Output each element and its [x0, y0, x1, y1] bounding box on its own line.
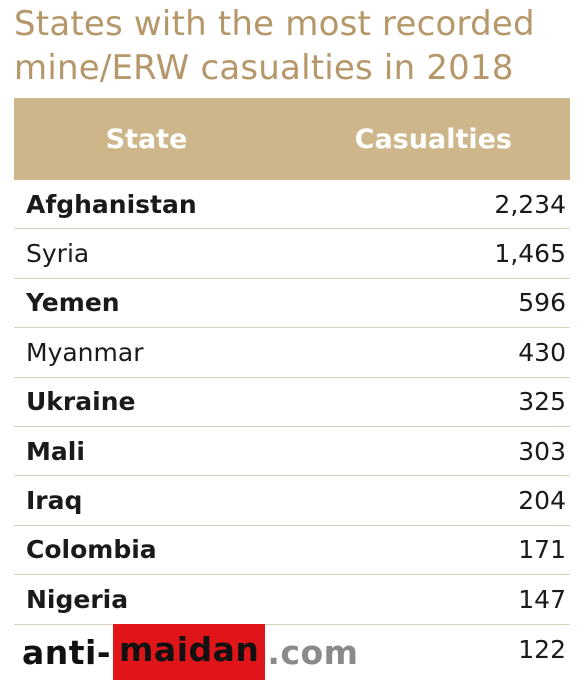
table-row: 122: [14, 625, 570, 674]
column-header-casualties: Casualties: [354, 123, 512, 155]
casualties-cell: 596: [518, 288, 566, 318]
casualties-cell: 147: [518, 584, 566, 614]
casualties-cell: 122: [518, 634, 566, 664]
casualties-cell: 171: [518, 535, 566, 565]
state-cell: Colombia: [26, 535, 157, 565]
table-row: Yemen 596: [14, 279, 570, 329]
table-row: Ukraine 325: [14, 378, 570, 427]
table-row: Myanmar 430: [14, 328, 570, 378]
table-row: Afghanistan 2,234: [14, 180, 570, 230]
casualties-cell: 2,234: [494, 189, 566, 219]
page-title: States with the most recorded mine/ERW c…: [14, 4, 535, 88]
watermark-part-3: .com: [267, 632, 359, 672]
table-body: Afghanistan 2,234 Syria 1,465 Yemen 596 Myanma…: [14, 180, 570, 674]
watermark-part-2: maidan: [113, 624, 266, 680]
state-cell: Nigeria: [26, 584, 129, 614]
table-header: State Casualties: [14, 98, 570, 180]
watermark-logo: anti- maidan .com: [22, 622, 359, 682]
state-cell: Iraq: [26, 486, 83, 516]
state-cell: Syria: [26, 239, 90, 269]
state-cell: Mali: [26, 436, 85, 466]
table-row: Nigeria 147: [14, 575, 570, 625]
table-row: Mali 303: [14, 427, 570, 477]
table-row: Iraq 204: [14, 476, 570, 526]
watermark-part-1: anti-: [22, 632, 112, 672]
state-cell: Afghanistan: [26, 189, 197, 219]
casualties-cell: 1,465: [494, 239, 566, 269]
casualties-cell: 303: [518, 436, 566, 466]
casualties-cell: 430: [518, 337, 566, 367]
table-row: Syria 1,465: [14, 229, 570, 279]
state-cell: Myanmar: [26, 337, 144, 367]
state-cell: Ukraine: [26, 387, 136, 417]
table-row: Colombia 171: [14, 526, 570, 576]
state-cell: Yemen: [26, 288, 120, 318]
casualties-table: State Casualties Afghanistan 2,234 Syria 1,…: [14, 98, 570, 674]
casualties-cell: 325: [518, 387, 566, 417]
casualties-cell: 204: [518, 486, 566, 516]
column-header-state: State: [105, 123, 188, 155]
